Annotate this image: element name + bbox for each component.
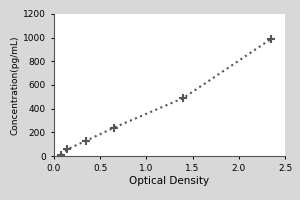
X-axis label: Optical Density: Optical Density	[129, 176, 210, 186]
Y-axis label: Concentration(pg/mL): Concentration(pg/mL)	[11, 35, 20, 135]
